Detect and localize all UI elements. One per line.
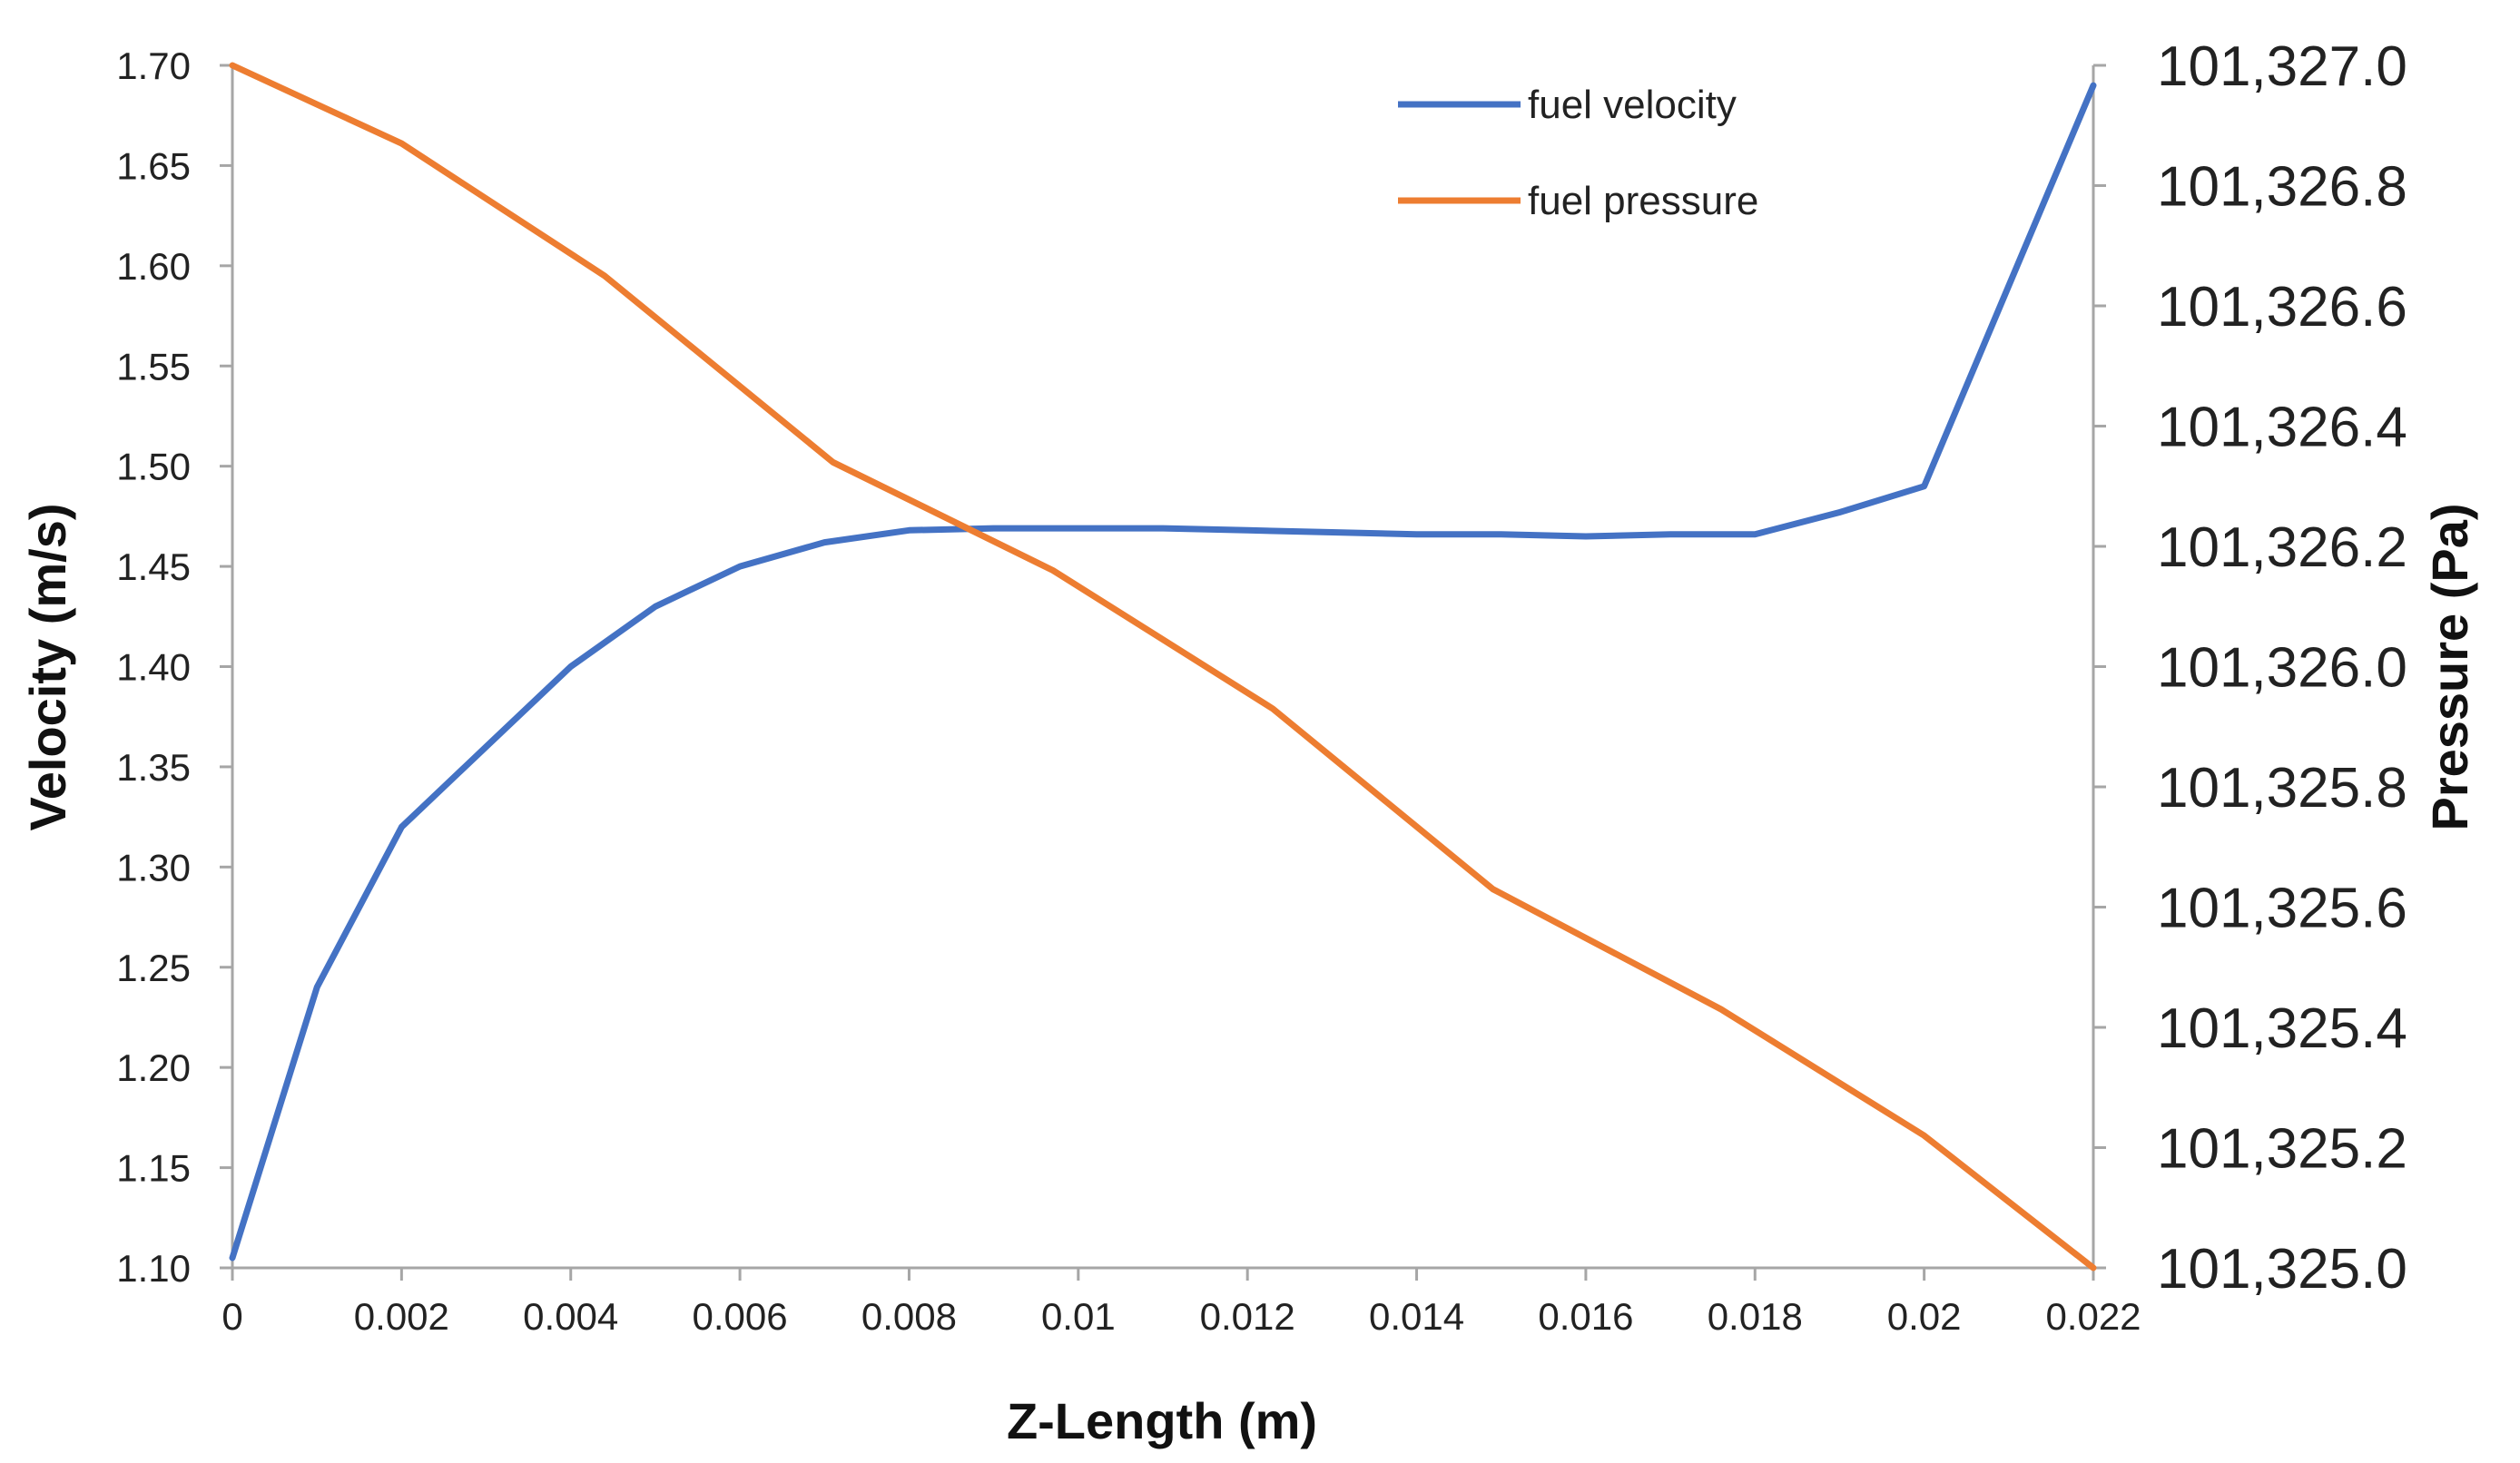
y-tick-labels: 1.10 1.15 1.20 1.25 1.30 1.35 1.40 1.45 1.50 1.55… (116, 44, 191, 1290)
y-tick-label: 1.50 (116, 446, 191, 488)
x-tick-label: 0.002 (354, 1295, 449, 1338)
y-tick-label: 1.35 (116, 746, 191, 789)
y2-tick-label: 101,325.6 (2157, 878, 2407, 940)
y2-tick-label: 101,326.8 (2157, 156, 2407, 219)
x-tick-label: 0.016 (1538, 1295, 1633, 1338)
y-tick-label: 1.10 (116, 1247, 191, 1290)
x-tick-label: 0.012 (1200, 1295, 1295, 1338)
y2-tick-label: 101,327.0 (2157, 35, 2407, 98)
x-tick-labels: 0 0.002 0.004 0.006 0.008 0.01 0.012 0.014 0.016… (221, 1295, 2141, 1338)
legend-label-fuel-velocity: fuel velocity (1528, 83, 1737, 127)
y-axis-title: Velocity (m/s) (19, 503, 76, 830)
y2-tick-label: 101,326.0 (2157, 637, 2407, 700)
y2-tick-label: 101,326.2 (2157, 516, 2407, 579)
legend-label-fuel-pressure: fuel pressure (1528, 179, 1758, 223)
series-line-fuel-velocity (229, 82, 2097, 1262)
legend: fuel velocity fuel pressure (1398, 83, 1758, 223)
y2-tick-label: 101,325.2 (2157, 1118, 2407, 1181)
x-tick-label: 0.01 (1041, 1295, 1116, 1338)
y2-tick-label: 101,325.4 (2157, 997, 2407, 1060)
y2-tick-label: 101,325.0 (2157, 1238, 2407, 1301)
y2-tick-labels: 101,325.0 101,325.2 101,325.4 101,325.6 101,… (2157, 35, 2407, 1301)
x-tick-label: 0.008 (861, 1295, 957, 1338)
x-tick-label: 0.022 (2045, 1295, 2141, 1338)
y-tick-label: 1.25 (116, 947, 191, 989)
axes (220, 64, 2106, 1281)
y-tick-label: 1.20 (116, 1046, 191, 1089)
y2-tick-label: 101,326.4 (2157, 397, 2407, 459)
y-tick-label: 1.15 (116, 1147, 191, 1190)
x-tick-label: 0.014 (1369, 1295, 1464, 1338)
x-axis-title: Z-Length (m) (1007, 1392, 1317, 1449)
y-tick-label: 1.55 (116, 345, 191, 388)
y-tick-label: 1.60 (116, 245, 191, 288)
x-tick-label: 0.018 (1708, 1295, 1803, 1338)
x-tick-label: 0.006 (693, 1295, 788, 1338)
x-tick-label: 0 (221, 1295, 242, 1338)
y2-axis-title: Pressure (Pa) (2421, 503, 2478, 830)
y-tick-label: 1.45 (116, 545, 191, 588)
y2-tick-label: 101,326.6 (2157, 276, 2407, 339)
y-tick-label: 1.40 (116, 646, 191, 689)
series-lines (229, 62, 2097, 1272)
y2-tick-label: 101,325.8 (2157, 757, 2407, 820)
y-tick-label: 1.70 (116, 44, 191, 87)
series-line-fuel-pressure (229, 62, 2097, 1272)
x-tick-label: 0.004 (523, 1295, 618, 1338)
y-tick-label: 1.65 (116, 144, 191, 187)
y-tick-label: 1.30 (116, 846, 191, 889)
x-tick-label: 0.02 (1887, 1295, 1962, 1338)
